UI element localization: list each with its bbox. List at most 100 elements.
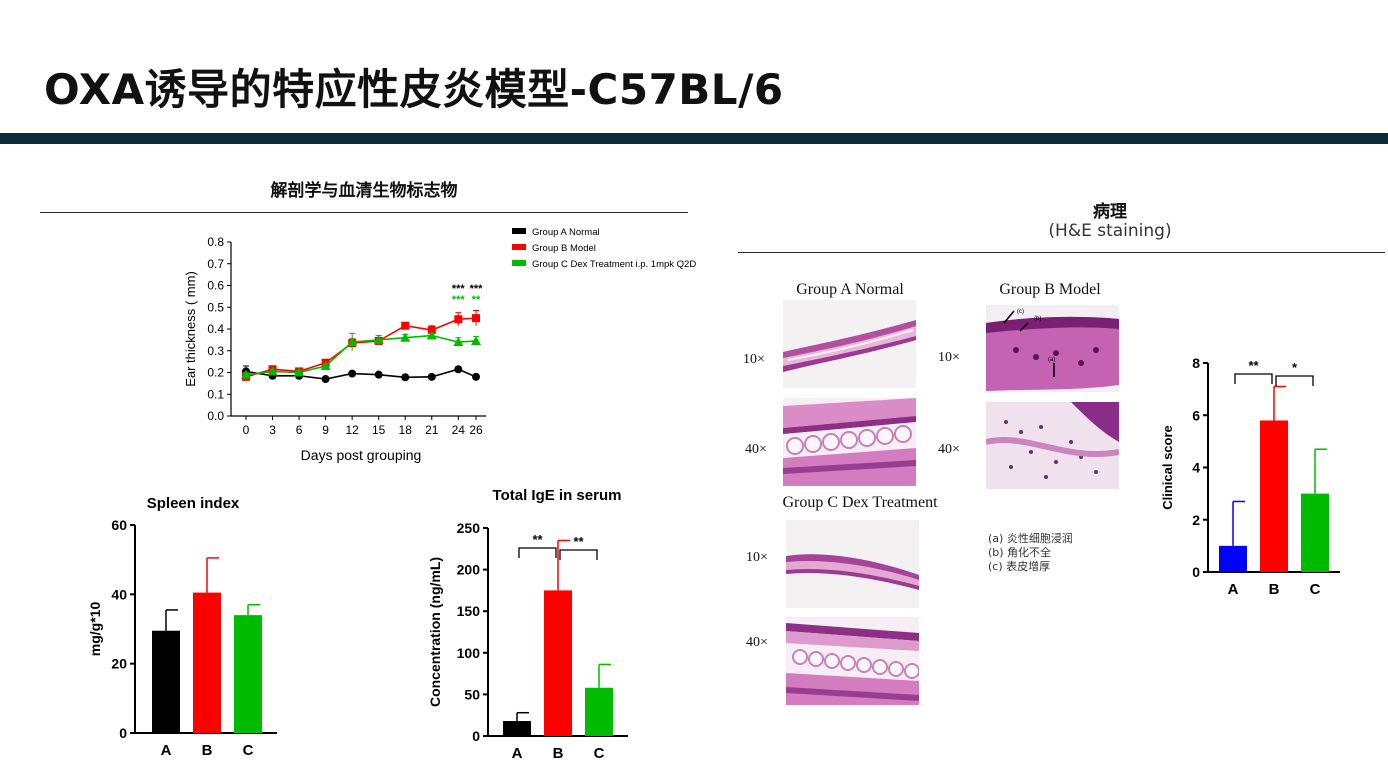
ear-point-0 xyxy=(374,370,383,379)
histology-image-b-40x xyxy=(986,402,1119,489)
ige-x-label-A: A xyxy=(512,745,523,762)
ear-x-tick-label: 12 xyxy=(345,423,359,437)
ige-bar-C xyxy=(585,687,613,736)
ear-point-2 xyxy=(294,367,305,377)
ear-x-tick-label: 15 xyxy=(372,423,386,437)
clinical-y-tick-label: 8 xyxy=(1192,355,1200,371)
ear-y-tick-label: 0.0 xyxy=(207,409,224,423)
spleen-index-chart: Spleen index 0 20 40 60 mg/g*10 A B C xyxy=(87,495,277,759)
ige-significance-mark: ** xyxy=(573,534,584,549)
section-title-pathology: 病理 xyxy=(1093,202,1127,222)
spleen-y-axis-label: mg/g*10 xyxy=(87,602,103,657)
ear-point-0 xyxy=(454,365,463,374)
ear-x-tick-label: 21 xyxy=(425,423,439,437)
note-parakeratosis: (b) 角化不全 xyxy=(988,546,1052,559)
legend-swatch-2 xyxy=(512,260,526,266)
clinical-significance-mark: * xyxy=(1292,360,1298,375)
ear-significance-mark: ** xyxy=(472,294,481,306)
ear-point-0 xyxy=(427,372,436,381)
group-a-label: Group A Normal xyxy=(796,281,904,298)
ear-legend: Group A Normal Group B Model Group C Dex T… xyxy=(512,227,696,270)
ige-x-label-B: B xyxy=(553,745,564,762)
ear-x-axis-label: Days post grouping xyxy=(301,447,422,463)
spleen-title: Spleen index xyxy=(147,495,240,512)
spleen-x-label-B: B xyxy=(202,742,213,759)
ige-bar-A xyxy=(503,721,531,736)
ige-y-tick-label: 50 xyxy=(464,686,480,702)
clinical-significance-bracket xyxy=(1234,373,1273,384)
mag-label-a10: 10× xyxy=(743,352,765,367)
clinical-x-label-A: A xyxy=(1228,581,1239,598)
mag-label-c10: 10× xyxy=(746,550,768,565)
ear-point-2 xyxy=(400,332,411,342)
ear-series-line-1 xyxy=(245,317,477,378)
ige-y-axis-label: Concentration (ng/mL) xyxy=(427,557,443,707)
ear-point-1 xyxy=(401,321,410,330)
ear-point-2 xyxy=(267,366,278,376)
ear-point-1 xyxy=(427,326,436,335)
ear-x-tick-label: 26 xyxy=(469,423,483,437)
ige-significance-bracket xyxy=(518,547,557,558)
ige-y-tick-label: 0 xyxy=(472,728,480,744)
clinical-significance-bracket xyxy=(1275,375,1314,386)
ear-significance-mark: *** xyxy=(452,294,466,306)
spleen-x-label-C: C xyxy=(243,742,254,759)
ear-x-tick-label: 18 xyxy=(399,423,413,437)
ear-point-0 xyxy=(401,373,410,382)
spleen-y-tick-label: 20 xyxy=(111,656,127,672)
clinical-bar-C xyxy=(1301,493,1329,572)
ear-x-tick-label: 6 xyxy=(296,423,303,437)
clinical-y-tick-label: 4 xyxy=(1192,460,1200,476)
clinical-y-tick-label: 6 xyxy=(1192,407,1200,423)
ige-x-label-C: C xyxy=(594,745,605,762)
note-inflammation: (a) 炎性细胞浸润 xyxy=(988,532,1073,545)
ear-thickness-chart: 0.0 0.1 0.2 0.3 0.4 0.5 0.6 0.7 0.8 0 3 6 9 12 15 18 21 2… xyxy=(183,227,696,463)
legend-label-2: Group C Dex Treatment i.p. 1mpk Q2D xyxy=(532,259,696,270)
ige-significance-mark: ** xyxy=(532,532,543,547)
ear-x-tick-label: 3 xyxy=(269,423,276,437)
histology-image-c-10x xyxy=(786,520,919,608)
ear-plot: *********** xyxy=(241,283,484,384)
ige-title: Total IgE in serum xyxy=(493,487,622,504)
ige-y-tick-label: 150 xyxy=(457,603,481,619)
legend-label-0: Group A Normal xyxy=(532,227,600,238)
section-title-anatomy: 解剖学与血清生物标志物 xyxy=(270,181,458,201)
legend-swatch-1 xyxy=(512,244,526,250)
ear-significance-mark: *** xyxy=(470,283,484,295)
histology-image-b-10x: (c) (b) (a) xyxy=(986,305,1119,392)
mag-label-b40: 40× xyxy=(938,442,960,457)
spleen-x-label-A: A xyxy=(161,742,172,759)
ige-bar-B xyxy=(544,590,572,736)
ear-y-tick-label: 0.6 xyxy=(207,279,224,293)
spleen-y-tick-label: 60 xyxy=(111,517,127,533)
histology-image-a-10x xyxy=(783,300,916,388)
page-title: OXA诱导的特应性皮炎模型-C57BL/6 xyxy=(44,65,784,114)
ear-y-tick-label: 0.4 xyxy=(207,322,224,336)
ige-y-tick-label: 100 xyxy=(457,645,481,661)
pathology-notes: (a) 炎性细胞浸润 (b) 角化不全 (c) 表皮增厚 xyxy=(988,532,1073,574)
header-band xyxy=(0,133,1388,144)
section-subtitle-staining: (H&E staining) xyxy=(1048,221,1172,241)
mag-label-a40: 40× xyxy=(745,442,767,457)
clinical-y-axis-label: Clinical score xyxy=(1160,425,1175,510)
ear-point-2 xyxy=(347,337,358,347)
ear-point-2 xyxy=(241,369,251,379)
ear-point-0 xyxy=(472,372,480,381)
ear-point-0 xyxy=(348,369,357,378)
clinical-bar-A xyxy=(1219,545,1247,572)
ear-series-line-0 xyxy=(245,368,477,380)
ear-point-2 xyxy=(426,330,437,340)
spleen-y-tick-label: 0 xyxy=(119,725,127,741)
ear-y-axis-label: Ear thickness ( mm) xyxy=(183,271,198,387)
histology-image-a-40x xyxy=(783,398,916,486)
ear-series-line-2 xyxy=(245,334,477,376)
ear-point-2 xyxy=(453,337,464,347)
clinical-x-label-C: C xyxy=(1310,581,1321,598)
legend-swatch-0 xyxy=(512,228,526,234)
clinical-y-tick-label: 2 xyxy=(1192,512,1200,528)
spleen-bar-B xyxy=(193,592,221,733)
ear-x-tick-label: 0 xyxy=(243,423,250,437)
ear-x-tick-label: 24 xyxy=(452,423,466,437)
ear-point-2 xyxy=(373,334,384,344)
section-rule-right xyxy=(738,252,1385,253)
